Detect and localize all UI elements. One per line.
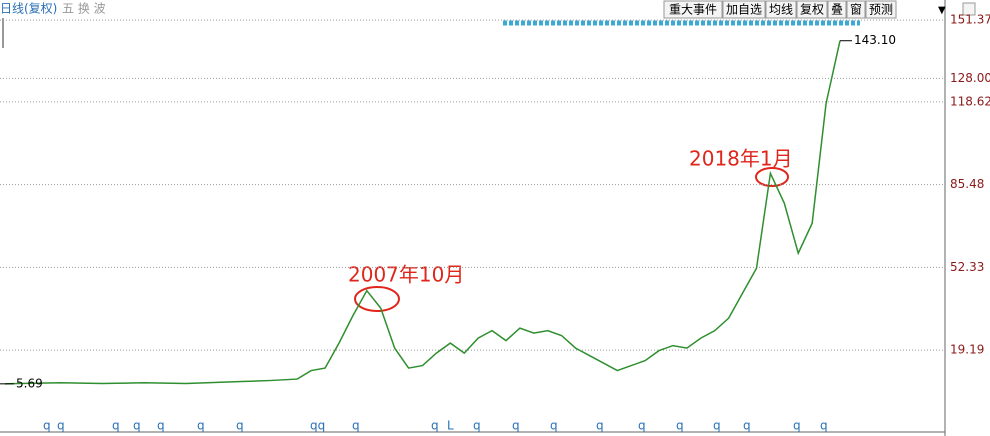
- toolbar-label[interactable]: 加自选: [726, 3, 762, 17]
- highlight: [354, 286, 400, 312]
- toolbar-label[interactable]: 均线: [769, 3, 793, 17]
- event-marker[interactable]: q: [197, 419, 205, 433]
- y-tick-label: 118.62: [950, 94, 990, 108]
- event-marker[interactable]: q: [638, 419, 646, 433]
- event-marker[interactable]: q: [431, 419, 439, 433]
- event-marker[interactable]: q: [713, 419, 721, 433]
- event-marker[interactable]: q: [820, 419, 828, 433]
- event-marker[interactable]: q: [133, 419, 141, 433]
- toolbar-button[interactable]: [796, 0, 828, 19]
- event-marker[interactable]: q: [596, 419, 604, 433]
- toolbar-label[interactable]: 重大事件: [669, 3, 717, 17]
- lock-button[interactable]: [962, 2, 976, 16]
- min-label: 5.69: [16, 376, 43, 390]
- event-marker[interactable]: qq: [310, 419, 325, 433]
- annotation: 2007年10月: [348, 263, 464, 287]
- event-marker[interactable]: q: [57, 419, 65, 433]
- arrow-icon[interactable]: ▼: [938, 5, 946, 16]
- toolbar-button[interactable]: [865, 0, 897, 19]
- event-marker[interactable]: q: [512, 419, 520, 433]
- header-subtitle: 五 换 波: [62, 2, 106, 16]
- y-tick-label: 85.48: [950, 177, 984, 191]
- event-marker[interactable]: q: [743, 419, 751, 433]
- y-tick-label: 52.33: [950, 260, 984, 274]
- max-label: 143.10: [854, 33, 896, 47]
- event-marker[interactable]: q: [112, 419, 120, 433]
- annotation: 2018年1月: [689, 147, 793, 171]
- highlight: [755, 167, 789, 187]
- y-tick-label: 128.00: [950, 71, 990, 85]
- toolbar-button[interactable]: [846, 0, 866, 19]
- event-marker[interactable]: L: [447, 419, 454, 433]
- toolbar-button[interactable]: [765, 0, 797, 19]
- price-line: [4, 40, 841, 385]
- toolbar-label[interactable]: 预测: [869, 3, 893, 17]
- event-marker[interactable]: q: [43, 419, 51, 433]
- toolbar-label[interactable]: 叠: [831, 3, 843, 17]
- toolbar-label[interactable]: 复权: [800, 3, 824, 17]
- event-marker[interactable]: q: [550, 419, 558, 433]
- event-marker[interactable]: q: [236, 419, 244, 433]
- event-marker[interactable]: q: [676, 419, 684, 433]
- event-marker[interactable]: q: [793, 419, 801, 433]
- header-title: 日线(复权): [0, 2, 57, 16]
- toolbar-button[interactable]: [827, 0, 847, 19]
- y-tick-label: 19.19: [950, 343, 984, 357]
- toolbar-button[interactable]: [722, 0, 766, 19]
- event-marker[interactable]: q: [157, 419, 165, 433]
- toolbar-label[interactable]: 窗: [850, 3, 862, 17]
- event-marker[interactable]: q: [473, 419, 481, 433]
- event-marker[interactable]: q: [352, 419, 360, 433]
- toolbar-button[interactable]: [663, 0, 723, 19]
- y-tick-label: 151.37: [950, 13, 990, 27]
